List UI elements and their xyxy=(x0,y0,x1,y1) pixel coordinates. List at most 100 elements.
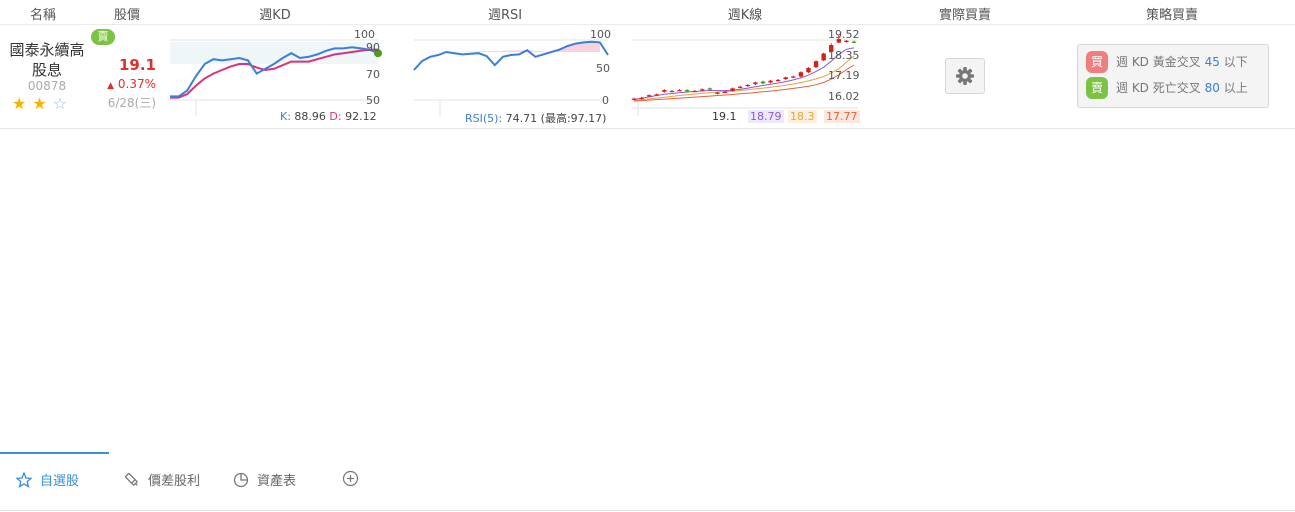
kd-d-line xyxy=(170,48,378,99)
price-change: ▲ 0.37% xyxy=(100,77,156,91)
kline-chart[interactable]: 19.52 18.35 17.19 16.02 19.1 18.79 18.3 … xyxy=(630,24,860,128)
col-name: 名稱 xyxy=(29,8,56,23)
kline-ma-line xyxy=(633,55,855,101)
col-strategy: 策略買賣 xyxy=(1145,8,1198,23)
stock-code: 00878 xyxy=(27,79,67,93)
stock-price: 19.1 xyxy=(118,56,156,74)
kline-candle xyxy=(669,90,675,93)
stock-row[interactable]: 國泰永續高 股息 賣 00878 ★★☆ 19.1 ▲ 0.37% 6/28(三… xyxy=(0,24,1295,129)
kline-tick-1: 19.52 xyxy=(828,28,860,41)
ma-value-close: 19.1 xyxy=(712,110,737,123)
kline-candle xyxy=(844,39,849,43)
kd-tick-100: 100 xyxy=(354,28,375,41)
sell-suffix: 以上 xyxy=(1223,81,1248,95)
rating-stars[interactable]: ★★☆ xyxy=(12,94,73,113)
tab-spread-dividend[interactable]: 價差股利 xyxy=(124,470,200,489)
ma-value-20: 17.77 xyxy=(824,110,860,123)
strategy-box[interactable]: 買週 KD 黃金交叉 45 以下 賣週 KD 死亡交叉 80 以上 xyxy=(1077,44,1269,108)
pie-chart-icon xyxy=(233,472,249,488)
gear-icon xyxy=(956,67,974,85)
tab-watchlist-label: 自選股 xyxy=(40,474,80,489)
kline-candle xyxy=(730,87,735,92)
buy-condition: 週 KD 黃金交叉 xyxy=(1116,55,1201,69)
tab-assets[interactable]: 資產表 xyxy=(233,470,296,489)
rsi-tick-50: 50 xyxy=(596,62,610,75)
kline-candle xyxy=(738,85,743,89)
kline-chart-svg xyxy=(631,35,858,116)
kline-candle xyxy=(836,35,842,44)
up-arrow-icon: ▲ xyxy=(107,81,115,91)
kd-chart[interactable]: 100 90 70 50 K: 88.96 D: 92.12 xyxy=(168,24,386,128)
sell-threshold: 80 xyxy=(1204,81,1220,95)
kline-candle xyxy=(677,89,682,92)
kline-candle xyxy=(639,96,644,100)
active-tab-indicator xyxy=(0,452,109,454)
buy-suffix: 以下 xyxy=(1223,55,1248,69)
stock-name[interactable]: 國泰永續高 股息 xyxy=(4,40,90,80)
kline-candle xyxy=(806,67,811,74)
kline-candle xyxy=(722,90,728,93)
kline-candle xyxy=(646,94,652,97)
kline-candle xyxy=(783,76,788,80)
stock-name-line1: 國泰永續高 xyxy=(9,41,85,59)
kline-candle xyxy=(654,93,659,97)
ma-value-10: 18.3 xyxy=(788,110,817,123)
kd-legend: K: 88.96 D: 92.12 xyxy=(280,110,377,123)
sell-signal-badge: 賣 xyxy=(91,29,115,45)
star-filled-icon[interactable]: ★ xyxy=(12,94,33,113)
pen-icon xyxy=(125,473,138,486)
kline-candle xyxy=(753,81,758,85)
sell-condition: 週 KD 死亡交叉 xyxy=(1116,81,1201,95)
bottom-tab-bar: 自選股 價差股利 資產表 xyxy=(0,452,1295,511)
col-kd: 週KD xyxy=(259,8,291,23)
buy-threshold: 45 xyxy=(1204,55,1220,69)
table-header: 名稱 股價 週KD 週RSI 週K線 實際買賣 策略買賣 xyxy=(0,0,1295,25)
kline-candle xyxy=(700,88,705,91)
kline-candle xyxy=(798,71,804,78)
col-actual: 實際買賣 xyxy=(938,8,991,23)
kline-candle xyxy=(821,52,826,62)
kline-candle xyxy=(829,43,834,53)
sell-tag: 賣 xyxy=(1086,77,1108,99)
rsi-max-value: 97.17 xyxy=(570,112,603,125)
rsi-max-label: (最高: xyxy=(540,112,571,125)
kd-k-label: K: xyxy=(280,110,291,123)
star-filled-icon[interactable]: ★ xyxy=(32,94,53,113)
rsi-tick-0: 0 xyxy=(602,94,609,107)
kd-d-label: D: xyxy=(329,110,342,123)
kline-ma-line xyxy=(633,64,855,102)
kd-tick-90: 90 xyxy=(366,41,380,54)
kd-k-value: 88.96 xyxy=(294,110,326,123)
kline-tick-4: 16.02 xyxy=(828,90,860,103)
kline-tick-3: 17.19 xyxy=(828,69,860,82)
tab-add[interactable] xyxy=(342,470,359,488)
kline-candle xyxy=(851,40,857,44)
kline-candle xyxy=(775,79,781,82)
kline-candle xyxy=(631,97,637,101)
tab-spread-dividend-label: 價差股利 xyxy=(148,474,201,489)
col-price: 股價 xyxy=(113,8,140,23)
rsi-value: 74.71 xyxy=(505,112,538,125)
rsi-tick-100: 100 xyxy=(590,28,611,41)
stock-name-line2: 股息 xyxy=(31,61,62,79)
rsi-chart-svg xyxy=(413,39,609,116)
rsi-legend: RSI(5): 74.71 (最高:97.17) xyxy=(465,110,606,126)
strategy-sell-row[interactable]: 賣週 KD 死亡交叉 80 以上 xyxy=(1086,77,1248,99)
rsi-chart[interactable]: 100 50 0 RSI(5): 74.71 (最高:97.17) xyxy=(412,24,612,128)
kline-candle xyxy=(692,90,697,93)
rsi-label: RSI(5): xyxy=(465,112,503,125)
strategy-buy-row[interactable]: 買週 KD 黃金交叉 45 以下 xyxy=(1086,51,1248,73)
kline-candle xyxy=(813,60,819,68)
kline-candle xyxy=(662,89,667,93)
kline-candle xyxy=(715,91,720,95)
kline-ma-line xyxy=(633,47,855,100)
tab-watchlist[interactable]: 自選股 xyxy=(15,470,80,489)
kline-candle xyxy=(791,75,796,79)
add-icon xyxy=(342,470,359,487)
price-date: 6/28(三) xyxy=(107,96,156,110)
kline-candle xyxy=(707,87,713,91)
ma-value-5: 18.79 xyxy=(748,110,784,123)
col-kline: 週K線 xyxy=(727,8,763,23)
star-empty-icon[interactable]: ☆ xyxy=(52,94,74,113)
actual-trade-settings-button[interactable] xyxy=(945,58,985,94)
